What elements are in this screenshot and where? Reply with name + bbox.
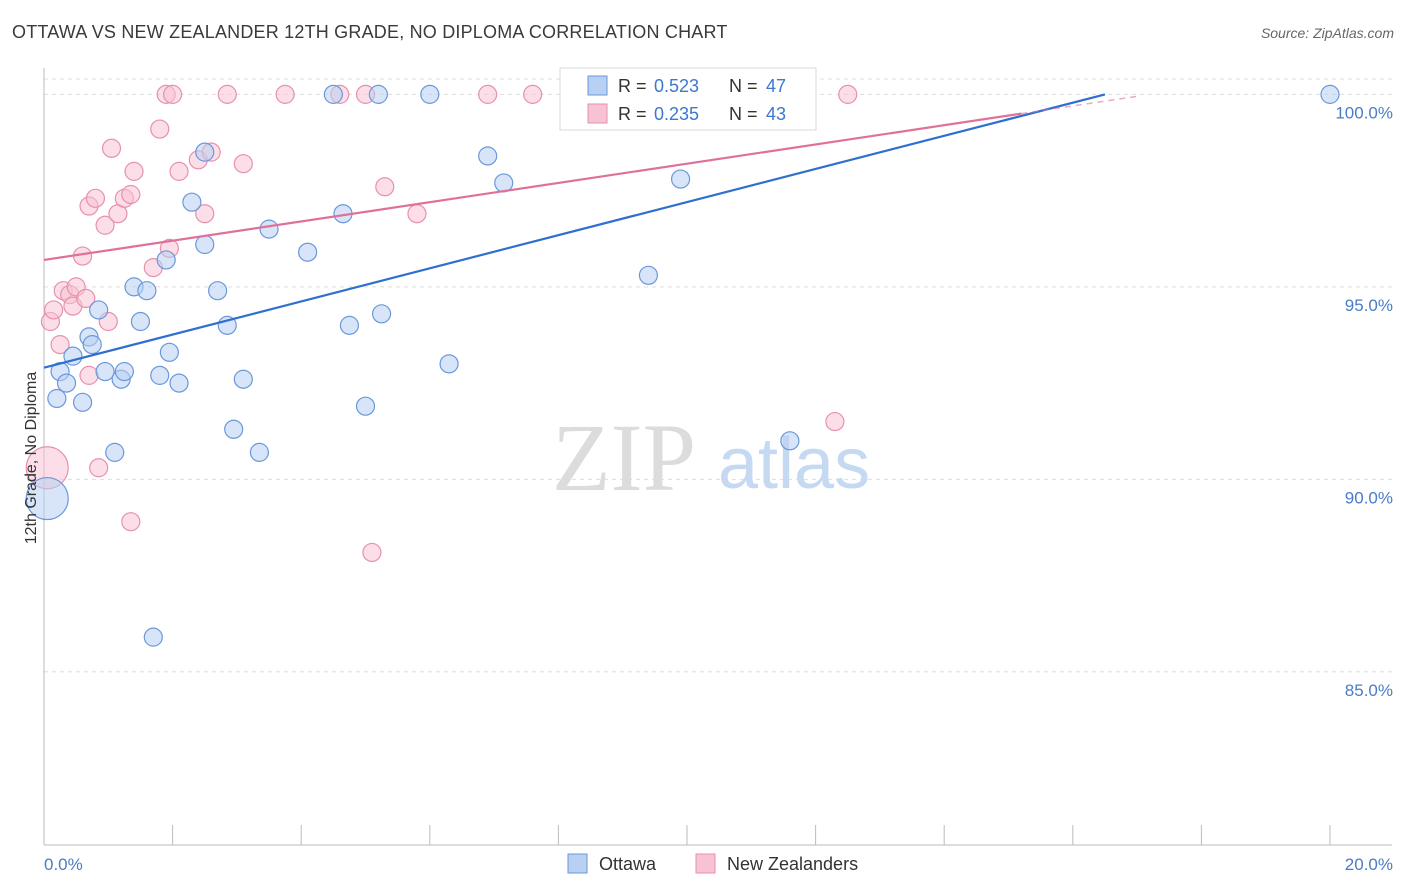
nz-point <box>407 204 427 224</box>
ottawa-point <box>143 627 163 647</box>
ottawa-point <box>130 311 151 332</box>
ottawa-point <box>323 84 343 104</box>
nz-point <box>375 177 395 197</box>
ottawa-point <box>208 281 228 301</box>
ottawa-point <box>137 281 157 301</box>
nz-trend-extension <box>1021 95 1138 115</box>
ottawa-point <box>105 442 125 462</box>
ottawa-point <box>355 396 376 416</box>
legend-nz-swatch <box>587 103 608 124</box>
y-tick-label: 85.0% <box>1345 681 1393 700</box>
chart-source: Source: ZipAtlas.com <box>1260 25 1394 41</box>
x-tick-label-start: 0.0% <box>44 855 83 874</box>
legend-nz-r-label: R = <box>618 104 647 124</box>
legend-ottawa-swatch <box>587 75 608 96</box>
ottawa-point <box>89 300 109 320</box>
tick-labels: 85.0% 90.0% 95.0% 100.0% 0.0% 20.0% <box>44 103 1393 874</box>
ottawa-point <box>420 84 440 104</box>
nz-point <box>523 84 543 104</box>
ottawa-point <box>224 419 244 439</box>
legend-nz-n-value: 43 <box>766 104 786 124</box>
nz-point <box>169 161 189 181</box>
nz-point <box>89 458 109 478</box>
ottawa-point <box>95 361 115 382</box>
ottawa-point <box>233 369 253 389</box>
legend-ottawa-n-label: N = <box>729 76 758 96</box>
ottawa-trend-line <box>43 93 1106 369</box>
ottawa-point <box>249 442 270 462</box>
ottawa-point <box>670 169 691 189</box>
trend-lines <box>43 93 1138 369</box>
ottawa-point <box>25 476 69 521</box>
ottawa-point <box>82 334 102 355</box>
nz-point <box>825 411 845 432</box>
nz-point <box>101 138 122 158</box>
nz-point <box>121 512 141 532</box>
nz-point <box>195 204 215 224</box>
y-tick-label: 95.0% <box>1345 296 1393 315</box>
ottawa-point <box>371 304 392 324</box>
watermark: ZIP atlas <box>552 404 870 511</box>
ottawa-point <box>114 361 134 382</box>
ottawa-point <box>159 342 179 362</box>
nz-point <box>79 365 99 385</box>
ottawa-point <box>368 84 388 104</box>
ottawa-point <box>72 392 93 412</box>
ottawa-point <box>780 431 800 451</box>
ottawa-point <box>182 192 202 212</box>
bottom-legend-nz-swatch <box>695 853 716 874</box>
ottawa-point <box>298 242 318 262</box>
legend: R = 0.523 N = 47 R = 0.235 N = 43 <box>559 67 817 131</box>
nz-point <box>275 84 295 104</box>
y-tick-label: 100.0% <box>1335 103 1393 122</box>
x-tick-label-end: 20.0% <box>1345 855 1393 874</box>
series-new-zealanders <box>25 84 858 563</box>
y-tick-label: 90.0% <box>1345 488 1393 507</box>
ottawa-point <box>478 146 498 166</box>
nz-point <box>76 288 96 309</box>
ottawa-point <box>156 250 176 270</box>
ottawa-point <box>150 365 170 385</box>
nz-point <box>124 161 144 181</box>
nz-trend-line <box>43 112 1022 262</box>
nz-point <box>362 542 382 563</box>
ottawa-point <box>439 354 459 374</box>
chart-title: OTTAWA VS NEW ZEALANDER 12TH GRADE, NO D… <box>12 22 728 42</box>
series-ottawa <box>25 84 1340 647</box>
bottom-legend-ottawa-label: Ottawa <box>599 854 657 874</box>
ottawa-point <box>56 373 77 393</box>
bottom-legend: Ottawa New Zealanders <box>567 853 858 874</box>
nz-point <box>478 84 498 104</box>
nz-point <box>121 184 141 205</box>
ottawa-point <box>195 234 215 255</box>
bottom-legend-ottawa-swatch <box>567 853 588 874</box>
legend-nz-r-value: 0.235 <box>654 104 699 124</box>
nz-point <box>217 84 237 104</box>
nz-point <box>50 334 70 355</box>
nz-point <box>150 119 170 139</box>
legend-ottawa-n-value: 47 <box>766 76 786 96</box>
watermark-zip: ZIP <box>552 404 696 511</box>
ottawa-point <box>1320 84 1340 104</box>
bottom-legend-nz-label: New Zealanders <box>727 854 858 874</box>
ottawa-point <box>47 388 67 409</box>
ottawa-point <box>169 373 189 393</box>
nz-point <box>95 215 115 235</box>
legend-nz-n-label: N = <box>729 104 758 124</box>
nz-point <box>163 84 183 104</box>
nz-point <box>44 300 64 320</box>
ottawa-point <box>259 219 279 239</box>
nz-point <box>85 188 106 208</box>
y-axis-label: 12th Grade, No Diploma <box>23 372 40 545</box>
nz-point <box>838 84 858 104</box>
legend-ottawa-r-value: 0.523 <box>654 76 699 96</box>
ottawa-point <box>339 315 360 335</box>
legend-ottawa-r-label: R = <box>618 76 647 96</box>
ottawa-point <box>195 142 215 162</box>
ottawa-point <box>638 265 659 285</box>
nz-point <box>233 154 253 174</box>
